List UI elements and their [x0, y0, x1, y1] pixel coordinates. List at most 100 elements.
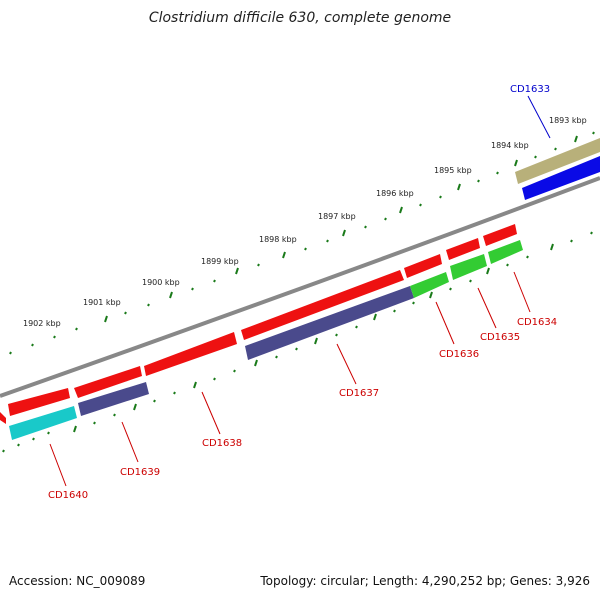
- ruler-tick: [282, 251, 286, 259]
- ruler-tick: [254, 359, 258, 367]
- ruler-tick: [173, 391, 176, 395]
- leader-line: [527, 95, 551, 139]
- ruler-tick: [75, 327, 78, 331]
- ruler-tick: [235, 267, 239, 275]
- ruler-tick: [439, 195, 442, 199]
- ruler-tick: [113, 413, 116, 417]
- gene-label-cd1634[interactable]: CD1634: [517, 317, 557, 328]
- ruler-tick: [526, 255, 529, 259]
- ruler-tick: [570, 239, 573, 243]
- gene-label-cd1633[interactable]: CD1633: [510, 84, 550, 95]
- gene-arrow-green[interactable]: [450, 254, 487, 280]
- leader-line: [201, 391, 221, 435]
- ruler-tick: [429, 291, 433, 299]
- kbp-label: 1900 kbp: [142, 278, 180, 287]
- colored-gene-row: [9, 240, 523, 440]
- ruler-labels: 1893 kbp 1894 kbp 1895 kbp 1896 kbp 1897…: [23, 116, 587, 328]
- ruler-tick: [147, 303, 150, 307]
- map-title: Clostridium difficile 630, complete geno…: [148, 10, 452, 26]
- ruler-tick: [384, 217, 387, 221]
- gene-arrow-red[interactable]: [0, 412, 6, 424]
- ruler-tick: [457, 183, 461, 191]
- ruler-tick: [9, 351, 12, 355]
- ruler-tick: [477, 179, 480, 183]
- ruler-tick: [419, 203, 422, 207]
- ruler-tick: [304, 247, 307, 251]
- outer-ruler: [9, 131, 595, 355]
- ruler-tick: [257, 263, 260, 267]
- kbp-label: 1901 kbp: [83, 298, 121, 307]
- ruler-tick: [514, 159, 518, 167]
- gene-arrow-red[interactable]: [144, 332, 237, 376]
- ruler-tick: [275, 355, 278, 359]
- gene-arrow-red[interactable]: [241, 270, 404, 340]
- ruler-tick: [449, 287, 452, 291]
- leader-line: [477, 287, 497, 329]
- ruler-tick: [469, 279, 472, 283]
- gene-arrow-purple[interactable]: [245, 286, 414, 360]
- gene-arrow-blue[interactable]: [522, 156, 600, 200]
- ruler-tick: [133, 403, 137, 411]
- label-leaders: [49, 95, 551, 487]
- ruler-tick: [73, 425, 77, 433]
- ruler-tick: [2, 449, 5, 453]
- gene-arrow-purple[interactable]: [78, 382, 149, 416]
- ruler-tick: [335, 333, 338, 337]
- inner-ruler: [2, 231, 593, 453]
- gene-label-cd1640[interactable]: CD1640: [48, 490, 88, 501]
- ruler-tick: [47, 431, 50, 435]
- gene-arrow-khaki[interactable]: [515, 138, 600, 184]
- ruler-tick: [590, 231, 593, 235]
- ruler-tick: [169, 291, 173, 299]
- kbp-label: 1896 kbp: [376, 189, 414, 198]
- gene-label-cd1635[interactable]: CD1635: [480, 332, 520, 343]
- ruler-tick: [364, 225, 367, 229]
- ruler-tick: [412, 301, 415, 305]
- ruler-tick: [373, 313, 377, 321]
- ruler-tick: [326, 239, 329, 243]
- gene-arrow-green[interactable]: [488, 240, 523, 264]
- ruler-tick: [32, 437, 35, 441]
- kbp-label: 1895 kbp: [434, 166, 472, 175]
- gene-labels: CD1633 CD1634 CD1635 CD1636 CD1637 CD163…: [48, 84, 557, 501]
- ruler-tick: [554, 147, 557, 151]
- kbp-label: 1893 kbp: [549, 116, 587, 125]
- ruler-tick: [355, 325, 358, 329]
- ruler-tick: [393, 309, 396, 313]
- gene-arrow-red[interactable]: [8, 388, 70, 416]
- kbp-label: 1894 kbp: [491, 141, 529, 150]
- ruler-tick: [193, 381, 197, 389]
- leader-line: [49, 443, 67, 487]
- leader-line: [121, 421, 139, 463]
- gene-arrow-green[interactable]: [410, 272, 449, 298]
- kbp-label: 1897 kbp: [318, 212, 356, 221]
- ruler-tick: [93, 421, 96, 425]
- ruler-tick: [314, 337, 318, 345]
- ruler-tick: [486, 267, 490, 275]
- leader-line: [435, 301, 455, 345]
- ruler-tick: [213, 279, 216, 283]
- genome-summary-text: Topology: circular; Length: 4,290,252 bp…: [260, 574, 590, 588]
- ruler-tick: [550, 243, 554, 251]
- gene-arrow-red[interactable]: [446, 238, 480, 260]
- gene-arrow-red[interactable]: [483, 224, 517, 246]
- kbp-label: 1899 kbp: [201, 257, 239, 266]
- ruler-tick: [574, 135, 578, 143]
- kbp-label: 1898 kbp: [259, 235, 297, 244]
- red-gene-row: [0, 224, 517, 424]
- ruler-tick: [124, 311, 127, 315]
- gene-label-cd1636[interactable]: CD1636: [439, 349, 479, 360]
- gene-arrow-red[interactable]: [404, 254, 442, 278]
- gene-label-cd1639[interactable]: CD1639: [120, 467, 160, 478]
- genome-backbone: [0, 176, 600, 398]
- gene-arrow-cyan[interactable]: [9, 406, 77, 440]
- ruler-tick: [17, 443, 20, 447]
- gene-label-cd1638[interactable]: CD1638: [202, 438, 242, 449]
- accession-text: Accession: NC_009089: [9, 574, 146, 588]
- ruler-tick: [31, 343, 34, 347]
- ruler-tick: [233, 369, 236, 373]
- ruler-tick: [191, 287, 194, 291]
- kbp-label: 1902 kbp: [23, 319, 61, 328]
- gene-label-cd1637[interactable]: CD1637: [339, 388, 379, 399]
- gene-arrow-red[interactable]: [74, 366, 142, 398]
